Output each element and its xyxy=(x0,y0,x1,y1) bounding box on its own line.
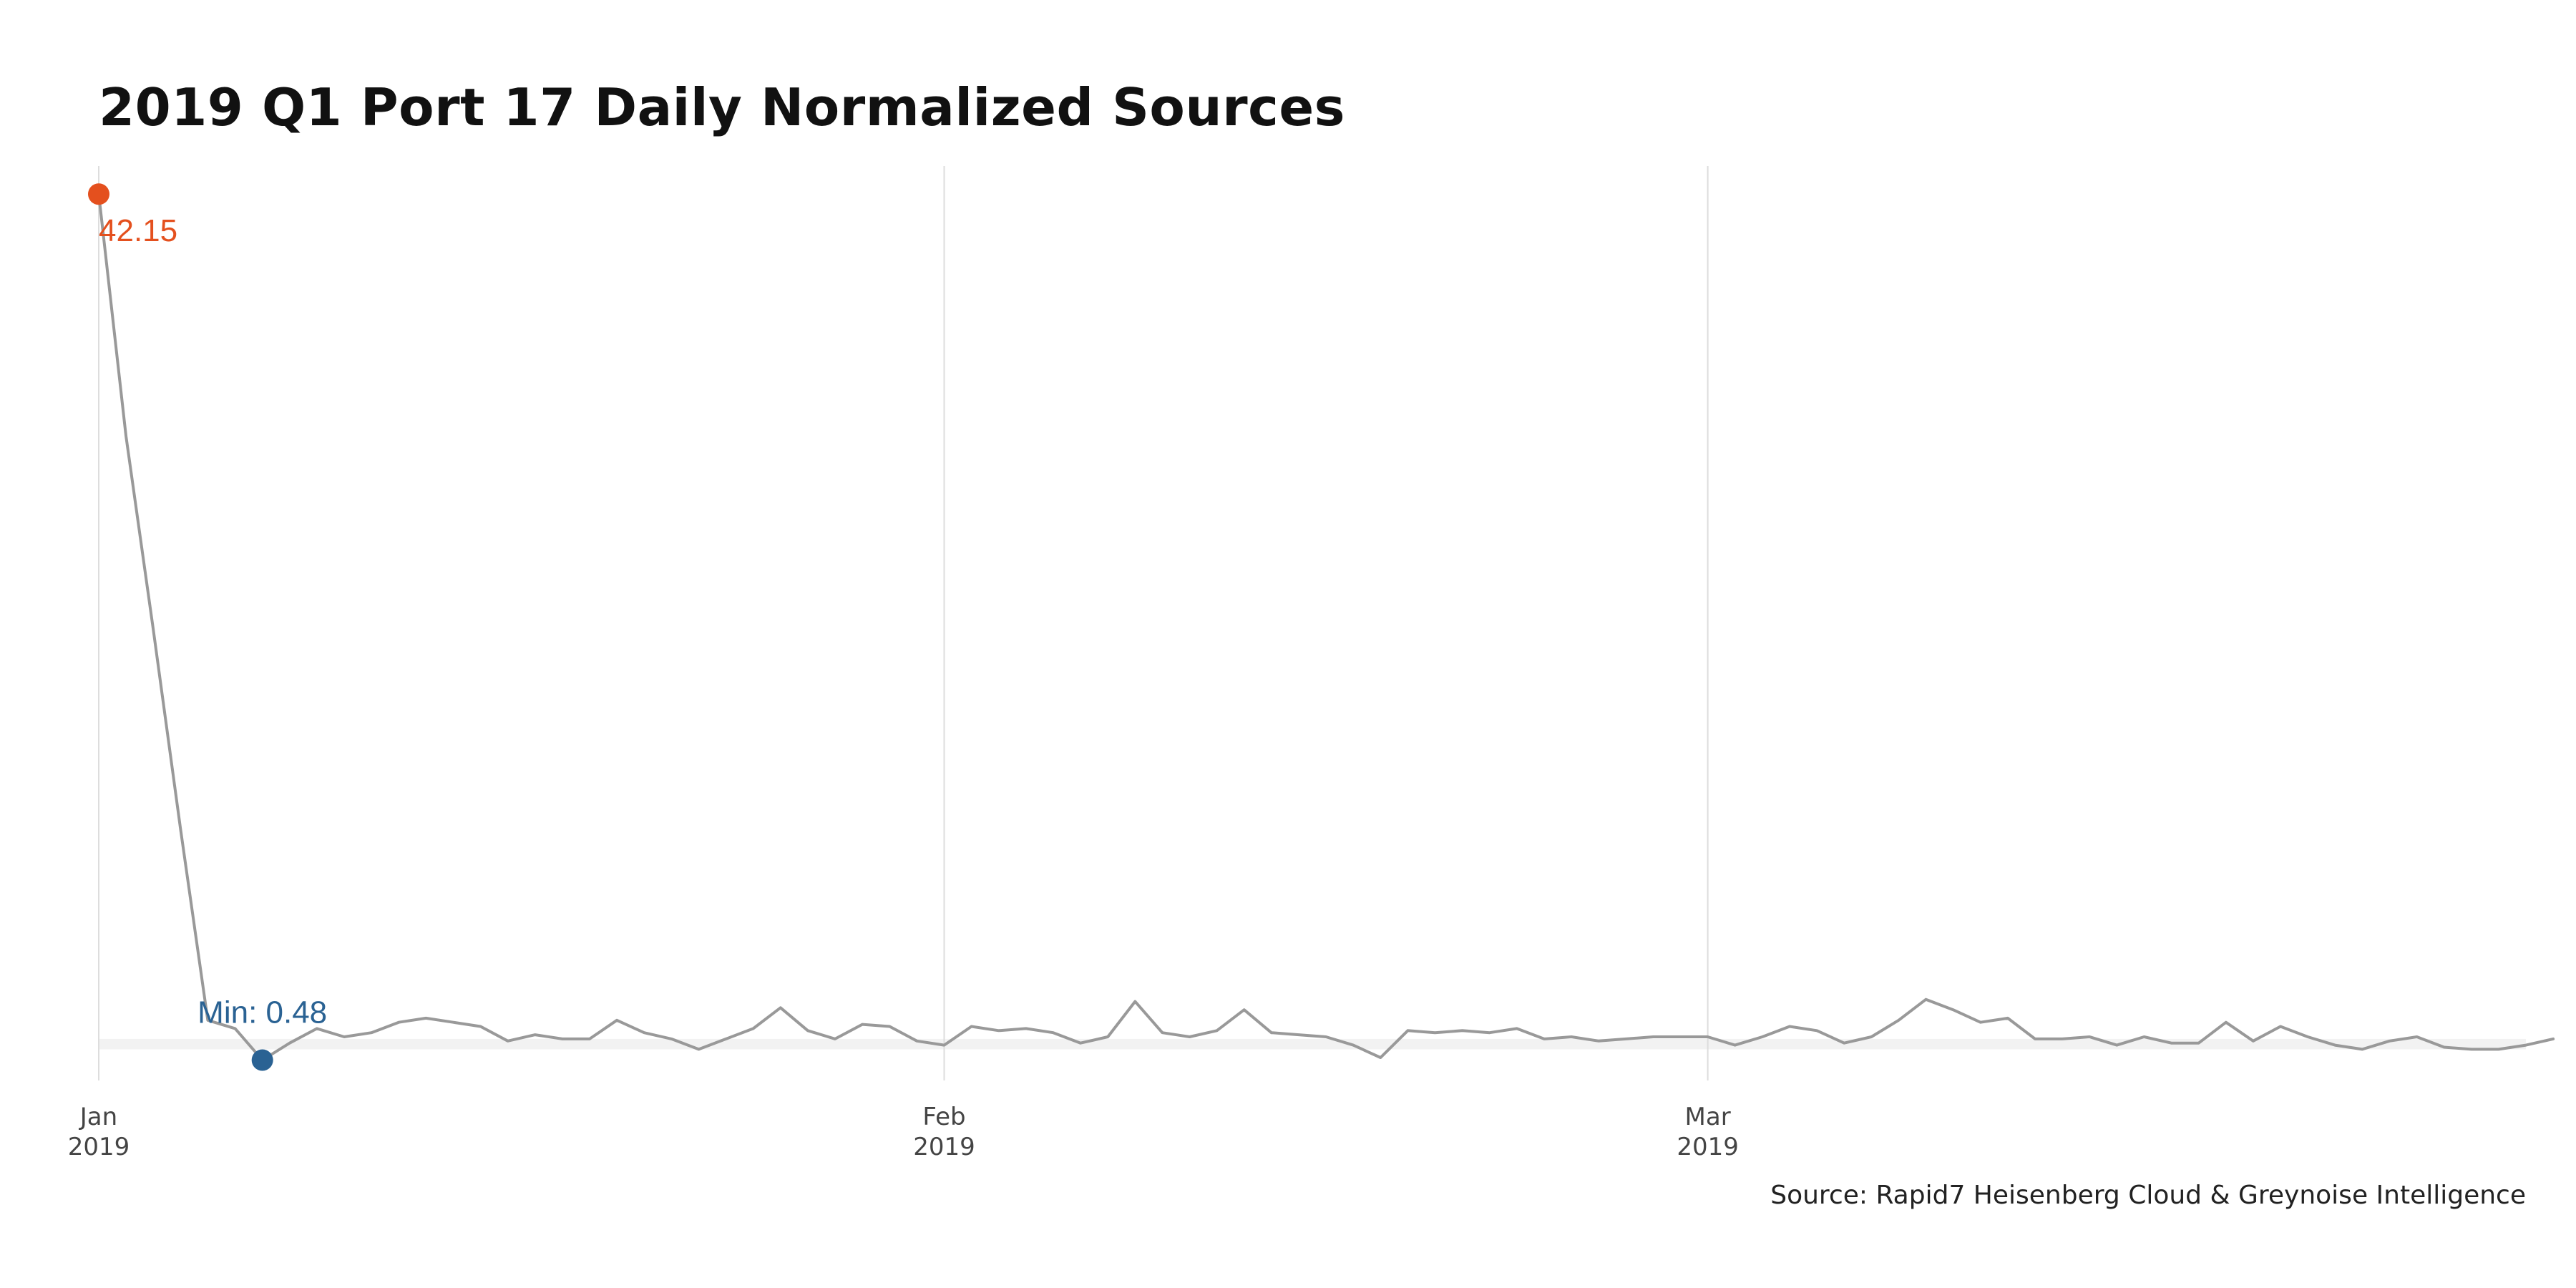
series-line xyxy=(97,192,2555,1062)
min-point xyxy=(251,1049,273,1071)
max-label: 42.15 xyxy=(99,213,177,248)
x-tick-label-year: 2019 xyxy=(1677,1133,1739,1161)
x-tick-label-month: Mar xyxy=(1685,1103,1731,1131)
x-tick-label-year: 2019 xyxy=(913,1133,975,1161)
chart-title: 2019 Q1 Port 17 Daily Normalized Sources xyxy=(99,77,1346,137)
x-tick-label-year: 2019 xyxy=(68,1133,130,1161)
source-caption: Source: Rapid7 Heisenberg Cloud & Greyno… xyxy=(1770,1181,2526,1210)
x-tick-label-month: Jan xyxy=(79,1103,117,1131)
x-tick-label-month: Feb xyxy=(922,1103,965,1131)
max-point xyxy=(88,183,109,205)
min-label: Min: 0.48 xyxy=(197,995,327,1030)
